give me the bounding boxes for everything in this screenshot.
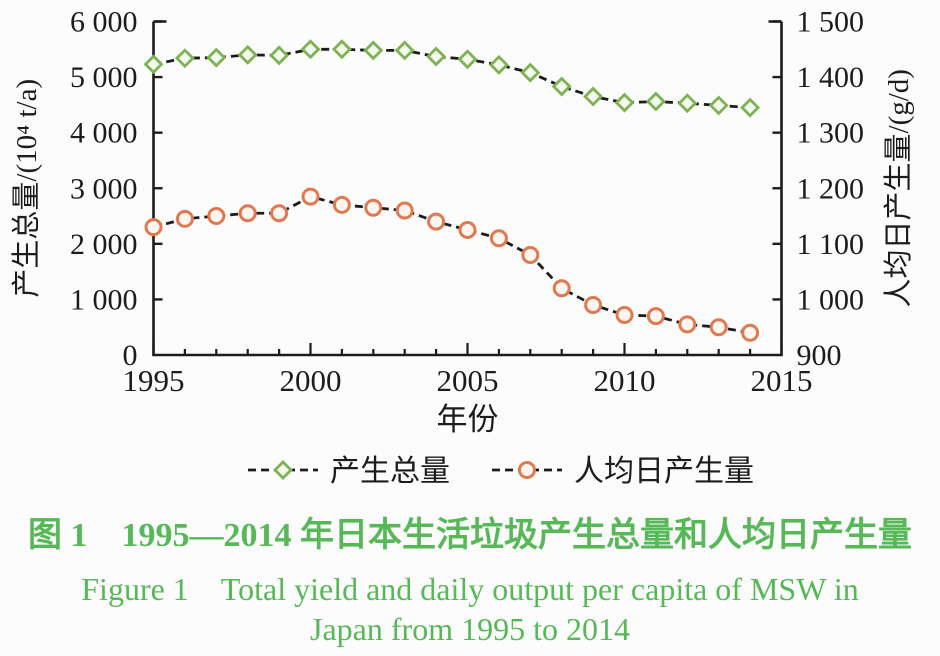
data-point-circle [207, 207, 226, 226]
data-point-diamond [143, 54, 164, 75]
y-right-tick-label: 1 400 [797, 61, 865, 94]
x-axis-title: 年份 [437, 402, 499, 437]
data-point-circle [332, 195, 351, 214]
y-left-tick-label: 0 [123, 339, 138, 372]
y-left-tick-label: 2 000 [70, 228, 138, 261]
y-right-tick-label: 1 500 [797, 6, 865, 39]
data-point-diamond [363, 40, 384, 61]
y-right-tick-label: 1 000 [797, 283, 865, 316]
legend-item-total: 产生总量 [248, 455, 450, 488]
data-point-diamond [273, 460, 293, 480]
y-axis-right-title: 人均日产生量/(g/d) [882, 69, 915, 307]
y-left-tick-label: 6 000 [70, 6, 138, 39]
series-total-yield [143, 39, 761, 118]
x-tick-label: 1995 [123, 363, 185, 398]
data-point-diamond [488, 54, 509, 75]
series-per-capita [144, 187, 760, 342]
data-point-diamond [269, 45, 290, 66]
y-right-tick-label: 1 300 [797, 117, 865, 150]
caption-zh: 图 1 1995—2014 年日本生活垃圾产生总量和人均日产生量 [28, 517, 912, 554]
data-point-diamond [206, 47, 227, 68]
x-tick-label: 2010 [594, 363, 656, 398]
data-point-diamond [237, 44, 258, 65]
data-point-circle [489, 229, 508, 248]
data-point-circle [615, 305, 634, 324]
y-left-tick-label: 5 000 [70, 61, 138, 94]
data-point-circle [364, 198, 383, 217]
legend-label: 产生总量 [330, 455, 450, 488]
data-point-diamond [520, 62, 541, 83]
y-axis-right: 900 1 000 1 100 1 200 1 300 1 400 1 500 [772, 6, 865, 372]
x-tick-label: 2005 [437, 363, 499, 398]
data-point-circle [584, 295, 603, 314]
axes [152, 20, 783, 357]
data-point-circle [458, 220, 477, 239]
y-left-tick-label: 1 000 [70, 283, 138, 316]
data-point-diamond [426, 46, 447, 67]
data-point-circle [270, 204, 289, 223]
data-point-diamond [394, 40, 415, 61]
data-point-circle [678, 315, 697, 334]
legend-label: 人均日产生量 [574, 455, 754, 488]
legend: 产生总量 人均日产生量 [248, 455, 754, 488]
data-point-circle [709, 318, 728, 337]
y-right-tick-label: 1 100 [797, 228, 865, 261]
data-point-diamond [583, 86, 604, 107]
line-chart: 0 1 000 2 000 3 000 4 000 5 000 6 000 900 1 000 1… [10, 6, 915, 489]
x-tick-label: 2000 [280, 363, 342, 398]
data-point-diamond [300, 39, 321, 60]
data-point-circle [175, 209, 194, 228]
data-point-circle [741, 323, 760, 342]
data-point-diamond [614, 92, 635, 113]
y-left-tick-label: 3 000 [70, 172, 138, 205]
data-point-diamond [740, 97, 761, 118]
y-right-tick-label: 1 200 [797, 172, 865, 205]
x-axis: 1995 2000 2005 2010 2015 [123, 343, 813, 398]
y-axis-left: 0 1 000 2 000 3 000 4 000 5 000 6 000 [70, 6, 163, 372]
data-point-diamond [645, 91, 666, 112]
data-point-diamond [708, 95, 729, 116]
data-point-circle [238, 204, 257, 223]
data-point-diamond [174, 48, 195, 69]
caption-en-line1: Figure 1 Total yield and daily output pe… [81, 570, 859, 607]
legend-item-per-capita: 人均日产生量 [492, 455, 754, 488]
x-tick-label: 2015 [751, 363, 813, 398]
data-point-circle [427, 212, 446, 231]
y-left-tick-label: 4 000 [70, 117, 138, 150]
data-point-circle [646, 307, 665, 326]
data-point-circle [301, 187, 320, 206]
series-line [153, 47, 751, 110]
data-point-circle [395, 201, 414, 220]
data-point-diamond [331, 39, 352, 60]
caption-en-line2: Japan from 1995 to 2014 [310, 610, 630, 647]
data-point-diamond [457, 49, 478, 70]
data-point-diamond [551, 76, 572, 97]
data-point-circle [518, 461, 536, 479]
data-point-circle [521, 245, 540, 264]
y-right-tick-label: 900 [797, 339, 842, 372]
data-point-circle [144, 218, 163, 237]
data-point-circle [552, 279, 571, 298]
y-axis-left-title: 产生总量/(10⁴ t/a) [10, 79, 43, 298]
figure-caption-block: 图 1 1995—2014 年日本生活垃圾产生总量和人均日产生量 Figure … [0, 513, 940, 649]
data-point-diamond [677, 93, 698, 114]
